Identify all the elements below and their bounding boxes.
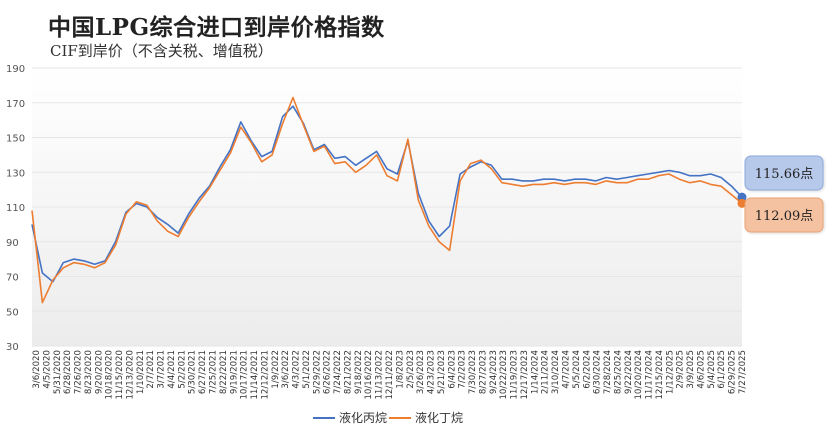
x-tick-label: 3/6/2020 bbox=[32, 350, 42, 389]
y-tick-label: 50 bbox=[6, 307, 19, 318]
x-tick-label: 7/24/2022 bbox=[333, 350, 343, 394]
x-tick-label: 8/22/2021 bbox=[219, 350, 229, 394]
y-tick-label: 150 bbox=[6, 134, 25, 145]
x-tick-label: 12/11/2022 bbox=[385, 350, 395, 400]
x-tick-label: 10/22/2023 bbox=[499, 350, 509, 400]
x-tick-label: 8/27/2023 bbox=[478, 350, 488, 394]
grid-lines bbox=[32, 67, 742, 347]
x-tick-label: 4/5/2020 bbox=[42, 350, 52, 389]
x-tick-label: 5/21/2023 bbox=[437, 350, 447, 394]
x-tick-label: 6/27/2021 bbox=[198, 350, 208, 394]
x-tick-label: 11/15/2020 bbox=[115, 350, 125, 400]
x-tick-label: 8/21/2022 bbox=[343, 350, 353, 394]
x-tick-label: 1/8/2023 bbox=[395, 350, 405, 389]
x-tick-label: 7/2/2023 bbox=[458, 350, 468, 389]
x-tick-label: 12/15/2024 bbox=[655, 350, 665, 400]
x-tick-label: 4/4/2021 bbox=[167, 350, 177, 389]
series-line-1 bbox=[31, 96, 743, 304]
x-tick-label: 5/1/2022 bbox=[302, 350, 312, 389]
x-tick-label: 11/13/2022 bbox=[375, 350, 385, 400]
x-tick-label: 12/13/2020 bbox=[125, 350, 135, 400]
x-tick-label: 1/14/2024 bbox=[530, 350, 540, 394]
chart-subtitle: CIF到岸价（不含关税、增值税） bbox=[50, 42, 273, 60]
x-tick-label: 12/17/2023 bbox=[520, 350, 530, 400]
series-end-point-0 bbox=[737, 192, 747, 202]
y-tick-label: 130 bbox=[6, 168, 25, 179]
x-tick-label: 5/31/2020 bbox=[53, 350, 63, 394]
x-tick-label: 8/23/2020 bbox=[84, 350, 94, 394]
legend: 液化丙烷 液化丁烷 bbox=[313, 410, 463, 425]
x-tick-label: 3/9/2025 bbox=[686, 350, 696, 389]
x-tick-label: 12/12/2021 bbox=[260, 350, 270, 400]
end-value-callouts: 115.66点 112.09点 bbox=[744, 155, 824, 233]
x-tick-label: 4/23/2023 bbox=[427, 350, 437, 394]
x-tick-label: 2/9/2025 bbox=[676, 350, 686, 389]
x-tick-label: 1/10/2021 bbox=[136, 350, 146, 394]
x-tick-label: 10/20/2024 bbox=[634, 350, 644, 400]
x-tick-label: 2/11/2024 bbox=[541, 350, 551, 394]
x-tick-label: 11/14/2021 bbox=[250, 350, 260, 400]
x-tick-label: 6/2/2024 bbox=[582, 350, 592, 389]
x-tick-label: 2/7/2021 bbox=[146, 350, 156, 389]
x-tick-label: 9/19/2021 bbox=[229, 350, 239, 394]
x-tick-label: 3/6/2022 bbox=[281, 350, 291, 389]
x-tick-label: 9/18/2022 bbox=[354, 350, 364, 394]
y-axis-ticks: 30 50 70 90 110 130 150 170 190 bbox=[6, 64, 25, 353]
x-tick-label: 6/1/2025 bbox=[717, 350, 727, 389]
x-tick-label: 7/28/2024 bbox=[603, 350, 613, 394]
x-tick-label: 7/30/2023 bbox=[468, 350, 478, 394]
x-axis-ticks: 3/6/2020 4/5/2020 5/31/2020 6/28/2020 7/26/2… bbox=[32, 350, 748, 400]
x-tick-label: 5/30/2021 bbox=[188, 350, 198, 394]
legend-label-0: 液化丙烷 bbox=[339, 410, 387, 425]
x-tick-label: 2/5/2023 bbox=[406, 350, 416, 389]
x-tick-label: 7/26/2020 bbox=[74, 350, 84, 394]
callout-box-0 bbox=[744, 155, 824, 191]
x-tick-label: 6/29/2025 bbox=[728, 350, 738, 394]
x-tick-label: 4/7/2024 bbox=[562, 350, 572, 389]
x-tick-label: 4/3/2022 bbox=[292, 350, 302, 389]
y-tick-label: 190 bbox=[6, 64, 25, 75]
chart-title: 中国LPG综合进口到岸价格指数 bbox=[48, 14, 385, 41]
x-tick-label: 6/26/2022 bbox=[323, 350, 333, 394]
x-tick-label: 6/28/2020 bbox=[63, 350, 73, 394]
x-tick-label: 3/7/2021 bbox=[157, 350, 167, 389]
x-tick-label: 5/5/2024 bbox=[572, 350, 582, 389]
x-tick-label: 6/30/2024 bbox=[593, 350, 603, 394]
x-tick-label: 1/12/2025 bbox=[665, 350, 675, 394]
y-tick-label: 110 bbox=[6, 203, 25, 214]
x-tick-label: 9/20/2020 bbox=[94, 350, 104, 394]
x-tick-label: 11/19/2023 bbox=[510, 350, 520, 400]
series-lines bbox=[31, 96, 747, 304]
x-tick-label: 3/10/2024 bbox=[551, 350, 561, 394]
x-tick-label: 6/4/2023 bbox=[447, 350, 457, 389]
x-tick-label: 10/18/2020 bbox=[105, 350, 115, 400]
callout-box-1 bbox=[744, 197, 824, 233]
x-tick-label: 7/25/2021 bbox=[209, 350, 219, 394]
x-tick-label: 9/22/2024 bbox=[624, 350, 634, 394]
y-tick-label: 90 bbox=[6, 238, 19, 249]
x-tick-label: 5/29/2022 bbox=[312, 350, 322, 394]
y-tick-label: 170 bbox=[6, 99, 25, 110]
callout-label-1: 112.09点 bbox=[755, 209, 814, 224]
x-tick-label: 5/4/2025 bbox=[707, 350, 717, 389]
x-tick-label: 7/27/2025 bbox=[738, 350, 748, 394]
callout-label-0: 115.66点 bbox=[755, 167, 814, 182]
x-tick-label: 4/6/2025 bbox=[696, 350, 706, 389]
x-tick-label: 10/17/2021 bbox=[240, 350, 250, 400]
series-end-point-1 bbox=[737, 198, 747, 208]
x-tick-label: 8/25/2024 bbox=[613, 350, 623, 394]
x-tick-label: 1/9/2022 bbox=[271, 350, 281, 389]
x-tick-label: 9/24/2023 bbox=[489, 350, 499, 394]
x-tick-label: 3/26/2023 bbox=[416, 350, 426, 394]
x-tick-label: 5/2/2021 bbox=[177, 350, 187, 389]
x-tick-label: 10/16/2022 bbox=[364, 350, 374, 400]
y-tick-label: 70 bbox=[6, 273, 19, 284]
legend-label-1: 液化丁烷 bbox=[415, 410, 463, 425]
x-tick-label: 11/17/2024 bbox=[645, 350, 655, 400]
y-tick-label: 30 bbox=[6, 342, 19, 353]
